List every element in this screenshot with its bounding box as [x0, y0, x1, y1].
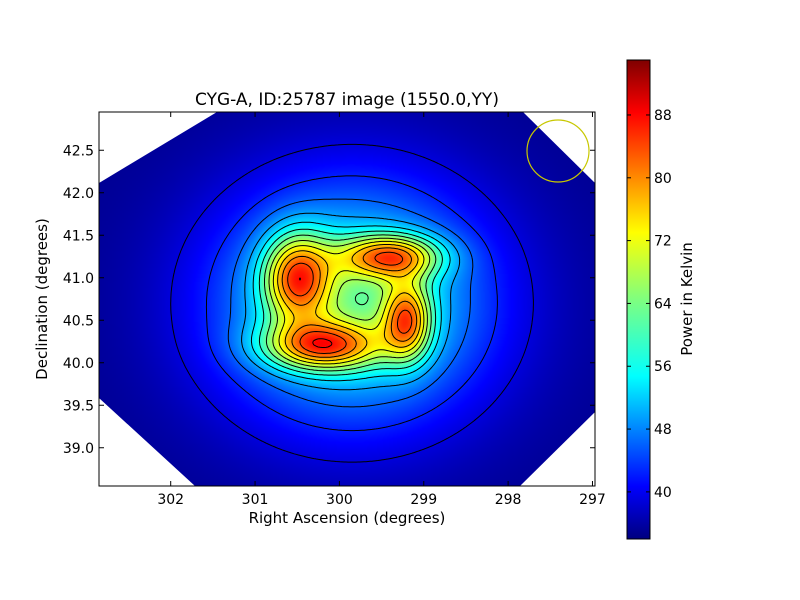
contour-path [170, 143, 534, 463]
colorbar-tick-label: 40 [654, 485, 672, 501]
contour-lines [170, 143, 534, 463]
colorbar-tick-label: 56 [654, 359, 672, 375]
x-tick-label: 300 [326, 492, 353, 508]
plot-frame [98, 111, 596, 487]
x-tick-label: 297 [579, 492, 606, 508]
chart-title: CYG-A, ID:25787 image (1550.0,YY) [195, 90, 499, 110]
heatmap-image [99, 112, 595, 486]
x-tick-label: 298 [495, 492, 522, 508]
x-axis-label: Right Ascension (degrees) [249, 509, 446, 527]
colorbar-ticks: 40 48 56 64 72 80 88 [627, 108, 672, 501]
heatmap-plot [99, 112, 595, 486]
x-tick-label: 302 [157, 492, 184, 508]
y-tick-label: 39.5 [63, 398, 94, 414]
y-tick-label: 42.0 [63, 186, 94, 202]
y-tick-label: 39.0 [63, 441, 94, 457]
x-axis-ticks: 302 301 300 299 298 297 [157, 112, 606, 508]
y-tick-label: 41.5 [63, 228, 94, 244]
x-tick-label: 301 [242, 492, 269, 508]
colorbar-tick-label: 64 [654, 296, 672, 312]
y-tick-label: 40.5 [63, 313, 94, 329]
colorbar-tick-label: 88 [654, 108, 672, 124]
colorbar-tick-label: 48 [654, 422, 672, 438]
colorbar-tick-label: 80 [654, 171, 672, 187]
x-tick-label: 299 [410, 492, 437, 508]
y-tick-label: 41.0 [63, 271, 94, 287]
y-axis-label: Declination (degrees) [33, 218, 51, 380]
y-tick-label: 40.0 [63, 356, 94, 372]
y-tick-label: 42.5 [63, 143, 94, 159]
colorbar-label: Power in Kelvin [678, 242, 696, 356]
beam-circle [526, 119, 590, 183]
y-axis-ticks: 39.0 39.5 40.0 40.5 41.0 41.5 42.0 42.5 [63, 143, 595, 457]
colorbar [626, 59, 651, 540]
colorbar-tick-label: 72 [654, 234, 672, 250]
